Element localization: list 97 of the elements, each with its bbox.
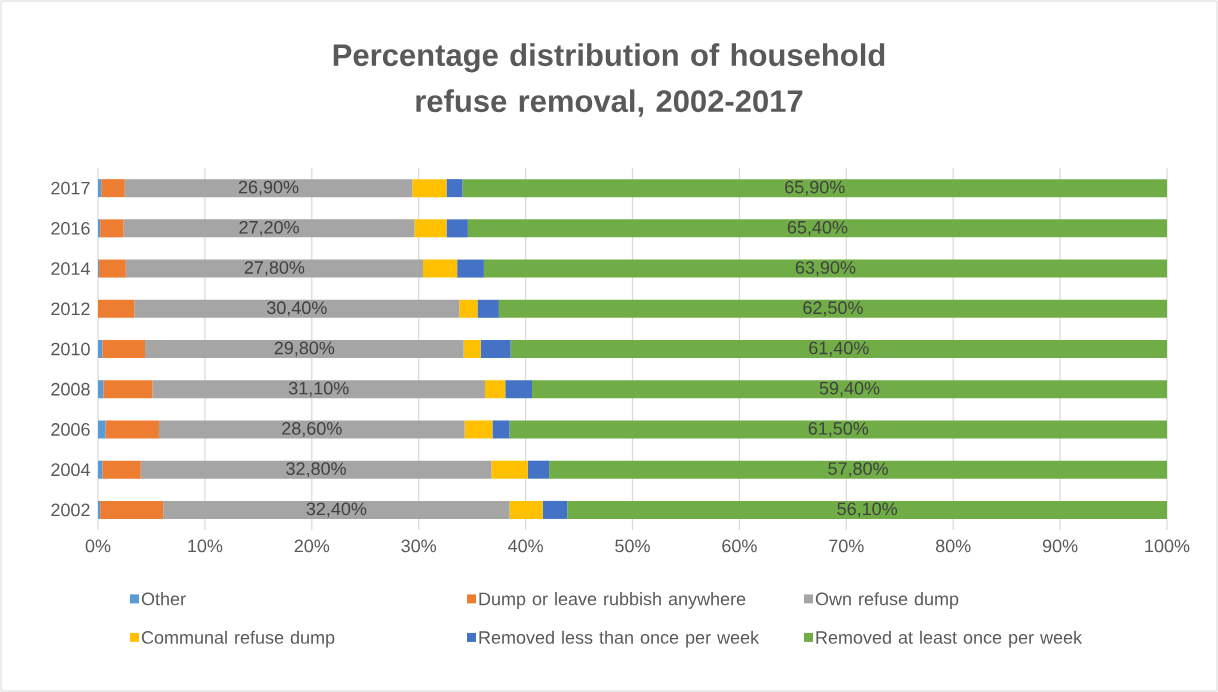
data-label: 57,80% xyxy=(828,462,888,478)
bar xyxy=(152,380,485,399)
bar xyxy=(102,340,146,359)
chart-title: Percentage distribution of household refuse removal, 2002-2017 xyxy=(333,43,885,117)
bar xyxy=(567,500,1167,519)
y-tick-label: 2017 xyxy=(51,181,90,195)
y-tick-label: 2004 xyxy=(51,463,90,477)
x-tick-label: 10% xyxy=(188,539,223,553)
data-label: 28,60% xyxy=(282,422,342,437)
data-label: 29,80% xyxy=(274,341,335,357)
bar xyxy=(103,380,153,399)
bar xyxy=(105,420,159,439)
bar xyxy=(542,500,568,519)
bar xyxy=(462,179,1167,198)
bar xyxy=(412,179,447,198)
data-label: 65,90% xyxy=(785,180,845,196)
x-tick-label: 90% xyxy=(1042,539,1078,553)
bar xyxy=(101,179,125,198)
bar xyxy=(98,219,101,238)
bar xyxy=(527,460,550,479)
data-label: 56,10% xyxy=(837,502,898,518)
bar xyxy=(98,500,101,519)
bar xyxy=(549,460,1167,479)
bar xyxy=(158,420,465,439)
bar xyxy=(459,299,478,318)
data-label: 27,80% xyxy=(244,261,305,276)
bar xyxy=(492,420,510,439)
x-tick-label: 0% xyxy=(85,539,111,553)
bar xyxy=(163,500,510,519)
bar xyxy=(123,219,415,238)
y-tick-label: 2014 xyxy=(51,262,90,275)
bar xyxy=(124,179,413,198)
bar xyxy=(134,299,460,318)
x-tick-label: 60% xyxy=(722,539,757,553)
bar xyxy=(414,219,447,238)
bar xyxy=(509,420,1167,439)
bar xyxy=(464,420,493,439)
bar xyxy=(505,380,533,399)
bar xyxy=(98,179,102,198)
x-tick-label: 20% xyxy=(294,539,330,553)
bar xyxy=(477,299,499,318)
data-label: 62,50% xyxy=(803,301,863,317)
data-label: 32,80% xyxy=(286,462,346,478)
bar xyxy=(483,259,1167,278)
bar xyxy=(463,340,481,359)
legend-label: Other xyxy=(141,592,186,606)
bar xyxy=(467,219,1167,238)
data-label: 63,90% xyxy=(795,261,856,276)
data-label: 59,40% xyxy=(819,381,880,397)
legend-label: Own refuse dump xyxy=(815,592,959,609)
x-tick-label: 30% xyxy=(401,539,437,553)
bar xyxy=(98,380,104,399)
bar xyxy=(100,219,124,238)
x-tick-label: 70% xyxy=(829,539,864,553)
bar xyxy=(498,299,1167,318)
data-label: 27,20% xyxy=(239,220,299,236)
bar xyxy=(510,340,1167,359)
bar xyxy=(98,420,106,439)
bar xyxy=(102,460,141,479)
bar xyxy=(100,500,164,519)
bar xyxy=(98,460,103,479)
y-tick-label: 2008 xyxy=(51,382,90,396)
bar xyxy=(125,259,423,278)
x-tick-label: 40% xyxy=(507,539,543,553)
bar xyxy=(532,380,1167,399)
bar xyxy=(145,340,464,359)
y-tick-label: 2006 xyxy=(51,423,90,436)
bar xyxy=(98,340,103,359)
bar xyxy=(140,460,492,479)
legend-label: Removed less than once per week xyxy=(479,630,760,648)
bar xyxy=(446,179,463,198)
bar xyxy=(422,259,458,278)
data-label: 65,40% xyxy=(787,220,848,236)
legend-label: Communal refuse dump xyxy=(141,630,335,648)
x-tick-label: 100% xyxy=(1145,539,1190,553)
y-tick-label: 2016 xyxy=(51,221,90,235)
bar xyxy=(491,460,528,479)
x-tick-label: 50% xyxy=(615,539,650,553)
data-label: 61,40% xyxy=(809,341,869,357)
bar xyxy=(98,299,135,318)
y-tick-label: 2012 xyxy=(51,302,90,316)
bar xyxy=(484,380,506,399)
legend-label: Dump or leave rubbish anywhere xyxy=(479,592,746,609)
bar xyxy=(446,219,468,238)
data-label: 61,50% xyxy=(808,422,869,437)
x-tick-label: 80% xyxy=(935,539,971,553)
data-label: 30,40% xyxy=(267,301,327,317)
data-label: 31,10% xyxy=(288,381,349,397)
bar xyxy=(509,500,543,519)
data-label: 26,90% xyxy=(238,180,299,196)
bar xyxy=(457,259,484,278)
data-label: 32,40% xyxy=(306,502,367,518)
bar xyxy=(480,340,511,359)
y-tick-label: 2002 xyxy=(51,503,90,517)
y-tick-label: 2010 xyxy=(51,342,90,356)
legend-label: Removed at least once per week xyxy=(816,630,1083,648)
bar xyxy=(99,259,126,278)
